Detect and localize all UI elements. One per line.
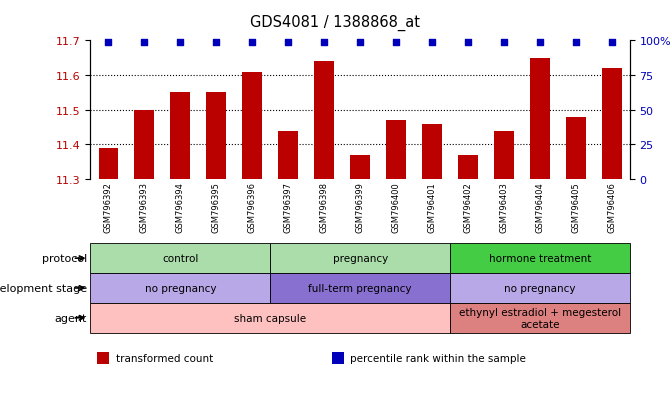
Text: GSM796394: GSM796394 (176, 182, 185, 233)
Bar (270, 273, 450, 303)
Bar (566, 117, 586, 413)
Point (354, 40, 365, 47)
Bar (350, 155, 370, 413)
Bar (270, 244, 450, 273)
Point (103, 40, 114, 47)
Text: sham capsule: sham capsule (234, 313, 306, 323)
Text: GSM796404: GSM796404 (535, 182, 545, 232)
Point (139, 40, 150, 47)
Point (427, 40, 438, 47)
Point (175, 40, 186, 47)
Text: no pregnancy: no pregnancy (504, 283, 576, 293)
Point (606, 40, 617, 47)
Point (247, 40, 257, 47)
Point (211, 40, 222, 47)
Text: GSM796396: GSM796396 (248, 182, 257, 233)
Bar (90, 273, 270, 303)
Text: transformed count: transformed count (116, 353, 213, 363)
Bar (386, 121, 406, 413)
Bar (206, 93, 226, 413)
Bar (450, 303, 630, 333)
Text: full-term pregnancy: full-term pregnancy (308, 283, 412, 293)
Bar (90, 244, 270, 273)
Text: GSM796402: GSM796402 (464, 182, 472, 232)
Bar (278, 131, 298, 413)
Text: GSM796393: GSM796393 (140, 182, 149, 233)
Bar (135, 111, 154, 413)
Text: GSM796406: GSM796406 (607, 182, 616, 233)
Text: GSM796399: GSM796399 (356, 182, 364, 233)
Point (319, 40, 330, 47)
Bar (530, 59, 550, 413)
Bar (494, 131, 514, 413)
Bar (90, 303, 450, 333)
Bar (422, 124, 442, 413)
Point (283, 40, 293, 47)
Bar (450, 244, 630, 273)
Text: percentile rank within the sample: percentile rank within the sample (350, 353, 527, 363)
Point (570, 40, 581, 47)
Point (391, 40, 401, 47)
Text: development stage: development stage (0, 283, 87, 293)
Text: GDS4081 / 1388868_at: GDS4081 / 1388868_at (250, 14, 420, 31)
Text: GSM796400: GSM796400 (391, 182, 401, 232)
Text: control: control (162, 254, 198, 263)
Bar (243, 72, 262, 413)
Text: GSM796405: GSM796405 (572, 182, 580, 232)
Bar (170, 93, 190, 413)
Bar (450, 273, 630, 303)
Text: agent: agent (55, 313, 87, 323)
Text: GSM796401: GSM796401 (427, 182, 437, 232)
Text: no pregnancy: no pregnancy (145, 283, 216, 293)
Bar (98, 149, 119, 413)
Text: protocol: protocol (42, 254, 87, 263)
Text: GSM796397: GSM796397 (283, 182, 293, 233)
Text: ethynyl estradiol + megesterol
acetate: ethynyl estradiol + megesterol acetate (459, 307, 621, 329)
Text: GSM796403: GSM796403 (499, 182, 509, 233)
Point (535, 40, 545, 47)
Text: GSM796398: GSM796398 (320, 182, 329, 233)
Text: pregnancy: pregnancy (332, 254, 388, 263)
Text: GSM796395: GSM796395 (212, 182, 221, 233)
Bar (602, 69, 622, 413)
Point (498, 40, 509, 47)
Bar (458, 155, 478, 413)
Text: hormone treatment: hormone treatment (488, 254, 591, 263)
Point (462, 40, 473, 47)
Bar (314, 62, 334, 413)
Text: GSM796392: GSM796392 (104, 182, 113, 233)
